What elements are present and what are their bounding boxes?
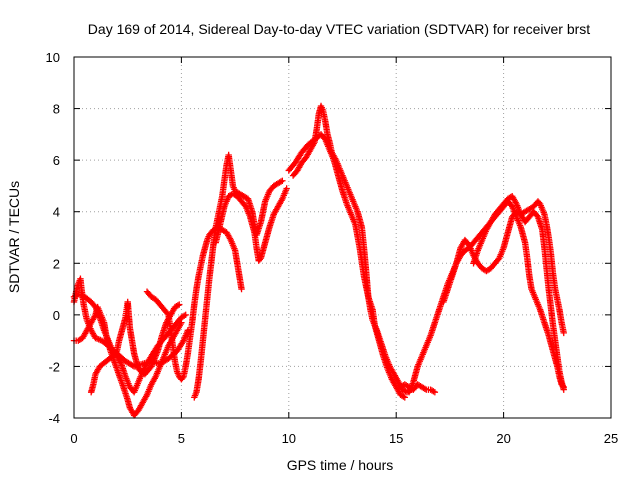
data-points [70, 102, 567, 419]
series-track-13 [470, 193, 567, 393]
data-point [238, 285, 245, 293]
data-point-interp [277, 178, 285, 185]
x-axis-title: GPS time / hours [287, 457, 394, 473]
axis-ticks [73, 56, 612, 419]
data-point-interp [164, 310, 171, 317]
y-tick-label: 6 [53, 153, 60, 168]
data-point-interp [181, 312, 188, 319]
data-point [560, 329, 567, 337]
y-tick-label: 4 [53, 205, 60, 220]
data-point [279, 177, 286, 184]
data-point-interp [112, 349, 120, 356]
series-track-5 [143, 223, 245, 383]
y-tick-label: -2 [48, 359, 60, 374]
series-track-9 [285, 131, 408, 401]
axis-tick-labels: 0 5 10 15 20 25 -4 -2 0 2 4 6 8 10 [46, 50, 619, 446]
data-point [176, 301, 183, 308]
y-tick-label: 10 [46, 50, 60, 65]
x-tick-label: 10 [282, 431, 296, 446]
grid [74, 57, 611, 418]
data-point-interp [430, 388, 437, 395]
y-tick-label: 0 [53, 308, 60, 323]
plot-frame [73, 56, 612, 419]
data-point [560, 386, 567, 393]
data-point [431, 389, 439, 396]
data-point-interp [400, 393, 407, 400]
series-track-11 [405, 198, 567, 396]
y-axis-title: SDTVAR / TECUs [6, 181, 22, 293]
x-tick-label: 5 [178, 431, 185, 446]
data-point-interp [174, 302, 182, 309]
y-tick-label: 8 [53, 102, 60, 117]
series-track-6 [191, 151, 286, 401]
data-point [178, 319, 185, 326]
x-tick-label: 25 [604, 431, 618, 446]
x-tick-label: 15 [389, 431, 403, 446]
y-tick-label: 2 [53, 256, 60, 271]
data-point [401, 394, 408, 401]
data-point-interp [421, 385, 429, 392]
data-point-interp [179, 374, 186, 382]
chart-title: Day 169 of 2014, Sidereal Day-to-day VTE… [88, 21, 590, 37]
series-track-3 [70, 303, 185, 419]
series-track-4 [87, 298, 183, 396]
series-track-7 [212, 185, 290, 264]
y-tick-label: -4 [48, 411, 60, 426]
x-tick-label: 0 [70, 431, 77, 446]
x-tick-label: 20 [496, 431, 510, 446]
data-point [182, 311, 189, 319]
data-point [283, 185, 290, 192]
